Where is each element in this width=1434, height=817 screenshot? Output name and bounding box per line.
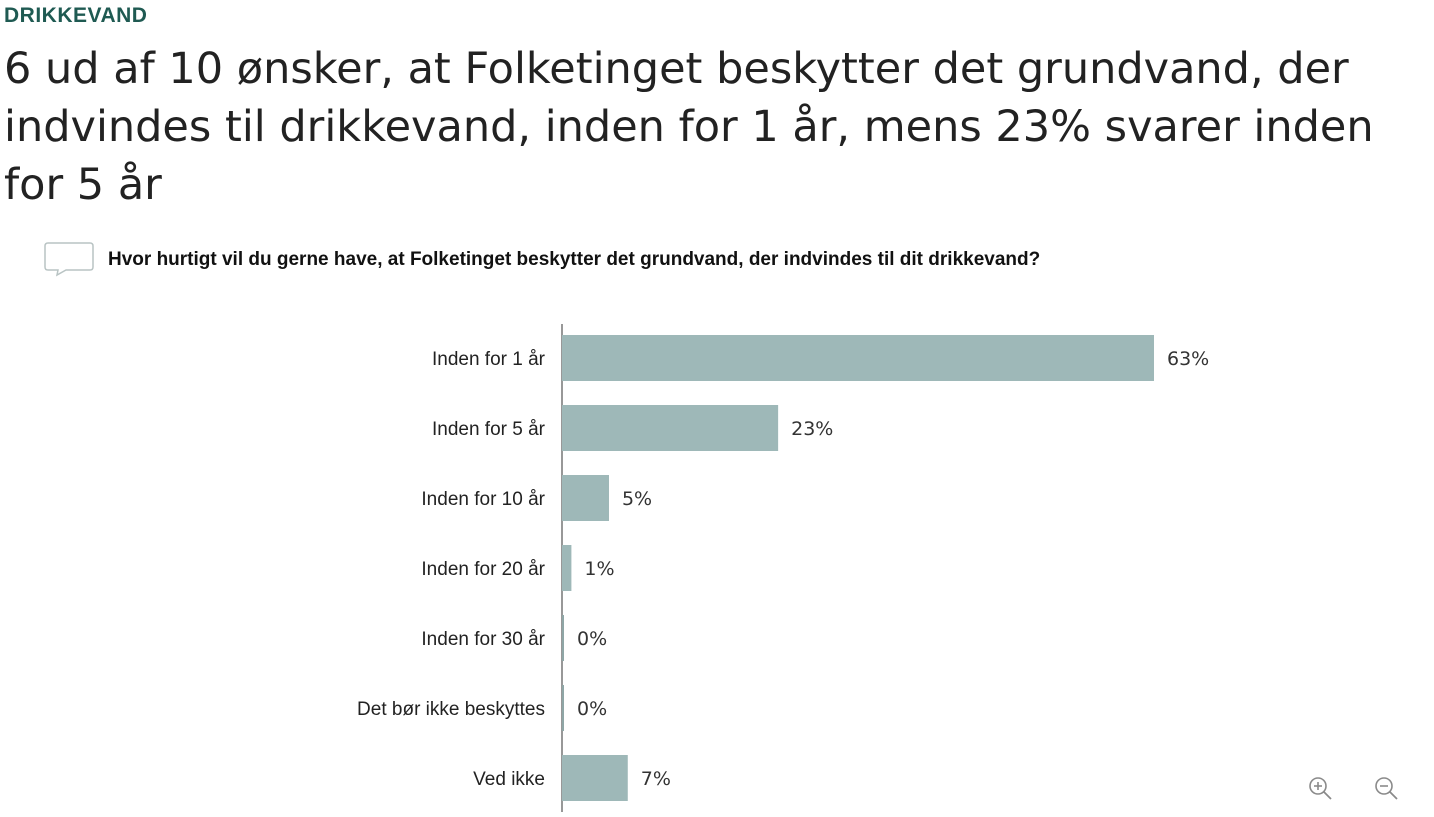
zoom-out-button[interactable]	[1372, 774, 1400, 802]
question-text: Hvor hurtigt vil du gerne have, at Folke…	[108, 249, 1041, 270]
value-label: 0%	[577, 698, 607, 720]
value-label: 5%	[622, 488, 652, 510]
category-label: Det bør ikke beskyttes	[357, 699, 545, 720]
bar-1	[562, 405, 779, 451]
question-row: Hvor hurtigt vil du gerne have, at Folke…	[42, 240, 1040, 280]
zoom-in-button[interactable]	[1306, 774, 1334, 802]
bar-0	[562, 335, 1154, 381]
value-label: 63%	[1167, 348, 1209, 370]
category-label: Inden for 20 år	[421, 559, 545, 580]
bar-6	[562, 755, 628, 801]
section-label: DRIKKEVAND	[4, 4, 148, 27]
bar-2	[562, 475, 609, 521]
page-title: 6 ud af 10 ønsker, at Folketinget beskyt…	[4, 44, 1374, 210]
category-label: Inden for 10 år	[421, 489, 545, 510]
comment-icon	[44, 242, 94, 277]
bar-4	[562, 615, 564, 661]
zoom-in-icon	[1309, 777, 1332, 800]
category-label: Inden for 1 år	[432, 349, 546, 370]
value-label: 23%	[791, 418, 833, 440]
bar-3	[562, 545, 572, 591]
category-label: Inden for 30 år	[421, 629, 545, 650]
bar-5	[562, 685, 564, 731]
category-label: Ved ikke	[473, 769, 545, 790]
zoom-out-icon	[1375, 777, 1398, 800]
value-label: 7%	[641, 768, 671, 790]
value-label: 1%	[584, 558, 614, 580]
value-label: 0%	[577, 628, 607, 650]
category-label: Inden for 5 år	[432, 419, 546, 440]
